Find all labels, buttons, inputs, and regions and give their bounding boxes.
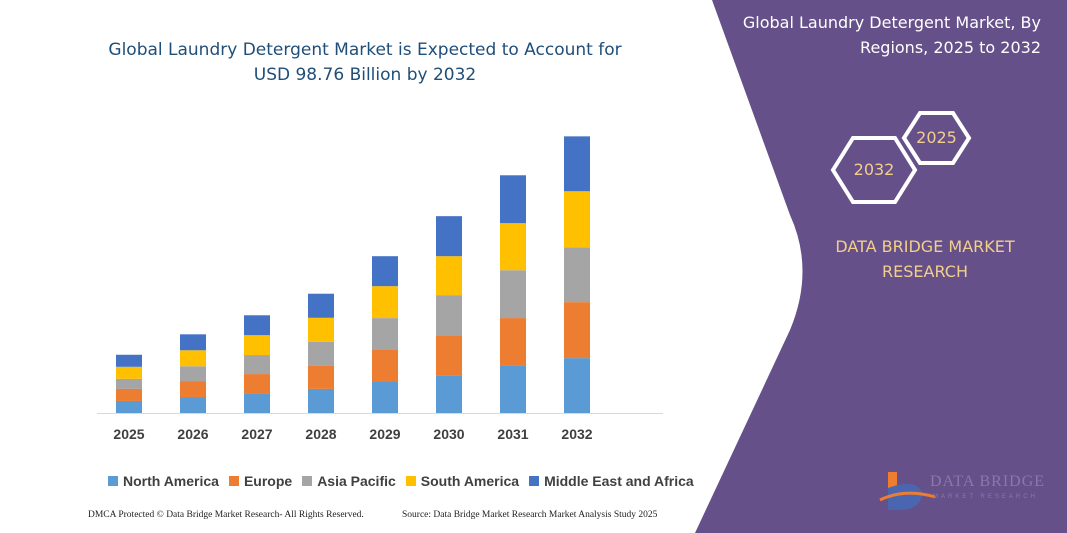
x-tick-label: 2025 [113,426,144,442]
legend-item: Middle East and Africa [529,473,694,489]
logo-subtext: MARKET RESEARCH [933,494,1038,500]
bar-segment-2031-europe [500,318,526,366]
hexagon-2032-label: 2032 [853,160,895,179]
legend-label: North America [123,473,219,489]
bar-segment-2030-europe [436,335,462,376]
bar-segment-2032-middle-east-and-africa [564,136,590,192]
bar-segment-2030-middle-east-and-africa [436,216,462,257]
x-tick-label: 2026 [177,426,208,442]
legend-swatch [405,476,416,486]
data-bridge-logo-icon [879,472,936,510]
legend-label: Europe [243,473,293,489]
bar-segment-2030-south-america [436,256,462,296]
x-tick-label: 2029 [369,426,400,442]
bar-segment-2032-north-america [564,358,590,413]
x-tick-label: 2031 [497,426,528,442]
legend-item: South America [405,473,520,489]
bar-segment-2025-south-america [116,366,142,379]
bar-segment-2028-europe [308,365,334,389]
chart-legend: North America Europe Asia Pacific South Ame… [108,473,694,489]
footer-copyright: DMCA Protected © Data Bridge Market Rese… [88,510,364,520]
bar-segment-2032-europe [564,302,590,359]
legend-swatch [302,476,313,486]
footer-source: Source: Data Bridge Market Research Mark… [402,510,658,520]
logo-text: DATA BRIDGE [930,473,1046,490]
bar-segment-2029-middle-east-and-africa [372,256,398,287]
legend-item: North America [108,473,219,489]
legend-swatch [108,476,118,486]
legend-item: Europe [228,473,293,489]
stacked-bar-chart: 2025 2026 2027 2028 2029 2030 2031 2032 [97,136,663,442]
x-tick-label: 2030 [433,426,464,442]
legend-swatch [228,476,239,486]
bar-segment-2028-north-america [308,388,334,413]
legend-label: Asia Pacific [317,473,396,489]
bar-segment-2025-middle-east-and-africa [116,354,142,367]
bar-segment-2026-middle-east-and-africa [180,334,206,351]
bar-segment-2029-south-america [372,286,398,319]
bar-segment-2027-europe [244,374,270,394]
bar-segment-2028-middle-east-and-africa [308,293,334,318]
legend-item: Asia Pacific [302,473,396,489]
bar-segment-2030-asia-pacific [436,295,462,336]
brand-name: DATA BRIDGE MARKET RESEARCH [835,237,1015,281]
bar-segment-2031-north-america [500,365,526,413]
bar-segment-2031-south-america [500,223,526,271]
bar-segment-2030-north-america [436,375,462,413]
bar-segment-2025-north-america [116,400,142,413]
panel-title: Global Laundry Detergent Market, By Regi… [742,13,1041,57]
bar-segment-2029-europe [372,350,398,382]
bar-segment-2026-europe [180,381,206,398]
bar-segment-2027-north-america [244,393,270,413]
bar-segment-2027-south-america [244,335,270,356]
bar-segment-2032-south-america [564,191,590,248]
x-tick-label: 2028 [305,426,336,442]
legend-label: South America [420,473,520,489]
chart-title: Global Laundry Detergent Market is Expec… [108,40,622,85]
hexagon-2032 [830,136,918,204]
legend-label: Middle East and Africa [544,473,694,489]
legend-swatch [529,476,540,486]
bar-segment-2029-asia-pacific [372,318,398,350]
x-tick-label: 2032 [561,426,592,442]
bar-segment-2026-north-america [180,397,206,413]
bar-segment-2026-south-america [180,350,206,367]
bar-segment-2028-south-america [308,317,334,342]
bar-segment-2025-asia-pacific [116,378,142,389]
bar-segment-2032-asia-pacific [564,247,590,303]
bar-segment-2026-asia-pacific [180,366,206,382]
bar-segment-2028-asia-pacific [308,341,334,366]
bar-segment-2031-asia-pacific [500,270,526,319]
hexagon-2025 [901,111,972,165]
bar-segment-2027-asia-pacific [244,355,270,375]
x-tick-label: 2027 [241,426,272,442]
bar-segment-2025-europe [116,388,142,401]
bar-segment-2027-middle-east-and-africa [244,315,270,336]
bar-segment-2029-north-america [372,381,398,413]
bar-segment-2031-middle-east-and-africa [500,175,526,224]
hexagon-2025-label: 2025 [916,128,957,147]
